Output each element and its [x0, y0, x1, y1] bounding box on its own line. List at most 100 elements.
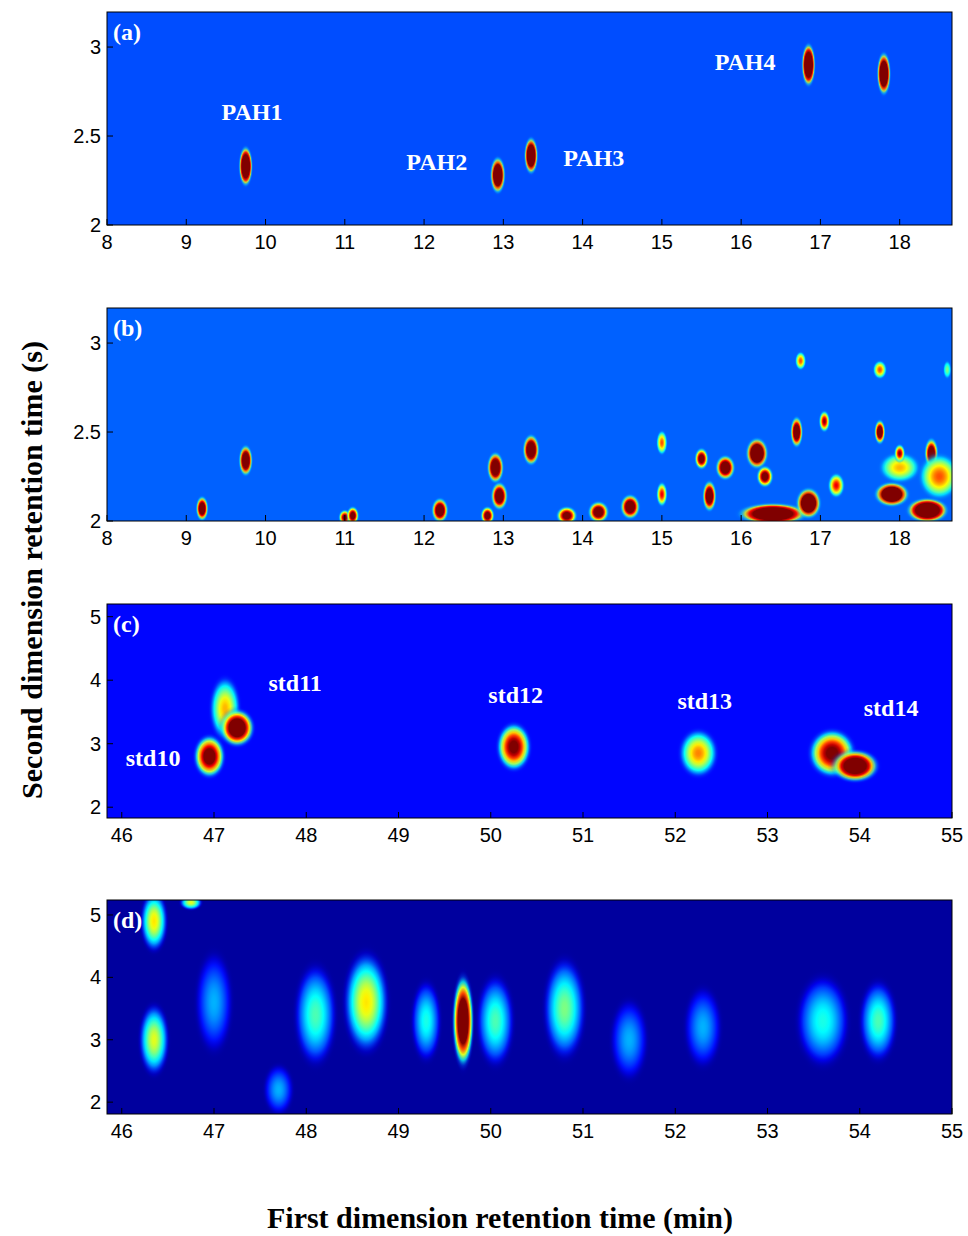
- peaks: [136, 900, 902, 1114]
- y-tick-label: 2: [90, 796, 101, 818]
- x-tick-label: 55: [941, 824, 963, 846]
- x-tick: [741, 219, 742, 225]
- y-tick: [107, 743, 113, 744]
- y-tick: [107, 521, 113, 522]
- x-tick-label: 11: [334, 527, 355, 549]
- x-tick: [344, 515, 345, 521]
- x-tick-label: 17: [809, 527, 831, 549]
- x-tick-label: 14: [571, 231, 593, 253]
- peak: [801, 40, 817, 90]
- y-tick-label: 4: [90, 966, 101, 988]
- peak: [290, 952, 342, 1077]
- x-axis-title: First dimension retention time (min): [267, 1201, 733, 1235]
- peak: [755, 464, 774, 489]
- figure: 8910111213141516171822.53(a)PAH1PAH2PAH3…: [0, 0, 968, 1236]
- x-tick: [107, 219, 108, 225]
- y-tick-label: 3: [90, 1029, 101, 1051]
- x-tick-label: 15: [651, 231, 673, 253]
- peak: [794, 485, 823, 521]
- x-tick-label: 52: [664, 824, 686, 846]
- x-tick-label: 12: [413, 231, 435, 253]
- peak: [827, 471, 846, 499]
- x-tick-label: 49: [387, 1120, 409, 1142]
- peak: [195, 494, 209, 521]
- x-tick: [583, 1108, 584, 1114]
- peak: [916, 450, 952, 503]
- x-tick-label: 53: [756, 1120, 778, 1142]
- x-tick: [398, 1108, 399, 1114]
- x-tick-label: 48: [295, 1120, 317, 1142]
- annotation: std11: [269, 670, 322, 696]
- annotation: PAH4: [715, 49, 776, 75]
- x-tick: [344, 219, 345, 225]
- y-tick-label: 2.5: [73, 421, 101, 443]
- peak: [791, 965, 856, 1077]
- heatmap-background: [107, 900, 952, 1114]
- y-tick: [107, 1039, 113, 1040]
- y-tick: [107, 1102, 113, 1103]
- peak: [694, 446, 710, 471]
- x-tick-label: 51: [572, 824, 594, 846]
- y-tick-label: 3: [90, 36, 101, 58]
- y-tick: [107, 225, 113, 226]
- peak: [472, 965, 518, 1077]
- x-tick-label: 54: [849, 824, 871, 846]
- y-axis-title: Second dimension retention time (s): [15, 341, 49, 799]
- x-tick: [424, 219, 425, 225]
- peak: [430, 496, 449, 521]
- peak: [490, 480, 509, 512]
- y-tick-label: 2: [90, 1091, 101, 1113]
- panel-label: (a): [113, 19, 141, 45]
- x-tick: [265, 219, 266, 225]
- x-tick: [741, 515, 742, 521]
- peak: [539, 946, 591, 1071]
- x-tick: [121, 812, 122, 818]
- annotation: PAH3: [563, 145, 624, 171]
- x-tick-label: 55: [941, 1120, 963, 1142]
- y-tick-label: 2.5: [73, 125, 101, 147]
- peak: [555, 505, 579, 521]
- x-tick: [820, 515, 821, 521]
- x-tick-label: 51: [572, 1120, 594, 1142]
- peak: [790, 414, 804, 450]
- peak: [217, 706, 258, 750]
- x-tick: [952, 812, 953, 818]
- y-tick: [107, 136, 113, 137]
- x-tick-label: 46: [111, 1120, 133, 1142]
- x-tick-label: 9: [181, 527, 192, 549]
- peak: [714, 453, 736, 481]
- panel: 8910111213141516171822.53(a)PAH1PAH2PAH3…: [73, 12, 952, 253]
- y-tick-label: 2: [90, 214, 101, 236]
- x-tick: [767, 1108, 768, 1114]
- x-tick-label: 16: [730, 231, 752, 253]
- peak: [346, 505, 360, 521]
- x-tick: [503, 515, 504, 521]
- panel-label: (b): [113, 315, 142, 341]
- x-tick-label: 10: [254, 231, 276, 253]
- panel-label: (d): [113, 907, 142, 933]
- x-tick-label: 14: [571, 527, 593, 549]
- x-tick: [675, 812, 676, 818]
- y-tick-label: 4: [90, 669, 101, 691]
- x-tick-label: 9: [181, 231, 192, 253]
- peaks: [195, 350, 952, 521]
- peak: [942, 359, 952, 380]
- y-tick-label: 3: [90, 733, 101, 755]
- peak: [489, 154, 506, 197]
- x-tick: [121, 1108, 122, 1114]
- peak: [408, 971, 445, 1071]
- peak: [450, 965, 476, 1077]
- x-tick-label: 46: [111, 824, 133, 846]
- y-tick: [107, 680, 113, 681]
- peak: [855, 971, 901, 1071]
- x-tick-label: 50: [480, 1120, 502, 1142]
- x-tick: [265, 515, 266, 521]
- x-tick-label: 11: [334, 231, 355, 253]
- panel: 464748495051525354552345(c)std10std11std…: [90, 604, 963, 846]
- peak: [893, 443, 906, 464]
- peak: [486, 450, 505, 486]
- peak: [339, 940, 394, 1065]
- peak: [794, 350, 807, 371]
- y-tick-label: 5: [90, 606, 101, 628]
- peak: [827, 747, 882, 785]
